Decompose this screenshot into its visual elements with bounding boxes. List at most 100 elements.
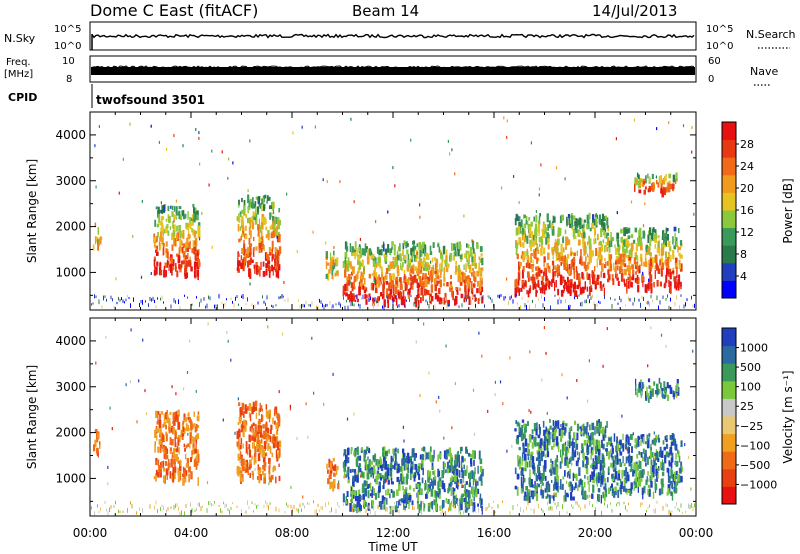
ground-noise-cell <box>527 299 529 303</box>
echo-cell-4 <box>344 260 348 268</box>
echo-cell-6 <box>643 261 646 267</box>
echo-cell-4 <box>421 286 423 290</box>
echo-cell-4 <box>346 263 350 272</box>
echo-cell-5 <box>518 222 521 228</box>
echo-cell-1 <box>162 230 164 237</box>
scatter-echo <box>665 344 667 348</box>
echo-cell-4 <box>356 505 358 514</box>
echo-cell-6 <box>671 483 673 489</box>
echo-cell-5 <box>525 280 527 288</box>
echo-cell-2 <box>242 428 245 438</box>
echo-cell-5 <box>573 271 576 279</box>
ground-noise-cell <box>505 296 506 299</box>
ground-noise-cell <box>173 298 175 303</box>
echo-cell-6 <box>675 453 677 460</box>
ground-noise-cell <box>554 294 556 297</box>
echo-cell-5 <box>557 239 559 246</box>
echo-cell-4 <box>425 266 429 272</box>
echo-cell-5 <box>549 269 551 274</box>
ground-noise-cell <box>604 295 605 299</box>
echo-cell-4 <box>400 475 404 481</box>
colorbar-segment <box>722 398 736 417</box>
echo-cell-4 <box>425 482 427 490</box>
echo-cell-4 <box>416 267 419 275</box>
echo-cell-4 <box>386 450 389 457</box>
echo-cell-6 <box>619 462 623 467</box>
echo-cell-5 <box>603 478 606 483</box>
echo-cell-2 <box>250 202 254 209</box>
echo-cell-4 <box>474 276 477 283</box>
echo-cell-5 <box>545 436 548 441</box>
echo-cell-5 <box>572 215 576 220</box>
ground-noise-cell <box>251 501 253 504</box>
ground-noise-cell <box>527 500 529 506</box>
echo-cell-5 <box>521 280 525 285</box>
echo-cell-1 <box>188 466 191 473</box>
echo-cell-5 <box>572 263 575 270</box>
echo-cell-5 <box>538 231 540 236</box>
echo-cell-4 <box>473 252 476 259</box>
echo-cell-1 <box>167 230 170 236</box>
echo-cell-7 <box>649 386 652 394</box>
echo-cell-5 <box>577 218 579 228</box>
echo-cell-6 <box>616 273 619 277</box>
echo-cell-4 <box>459 254 462 259</box>
echo-cell-1 <box>159 427 162 437</box>
echo-cell-5 <box>589 227 592 232</box>
echo-cell-2 <box>256 270 259 275</box>
scatter-echo <box>538 193 540 197</box>
echo-cell-4 <box>438 470 441 477</box>
echo-cell-2 <box>257 224 260 231</box>
scatter-echo <box>156 457 158 461</box>
echo-cell-5 <box>542 420 545 428</box>
echo-cell-5 <box>581 272 584 279</box>
freq-tick-bottom: 8 <box>66 74 72 85</box>
echo-cell-5 <box>533 470 536 476</box>
echo-cell-2 <box>269 205 272 210</box>
echo-cell-5 <box>565 459 568 466</box>
ground-noise-cell <box>308 503 310 505</box>
scatter-echo <box>286 192 288 196</box>
ground-noise-cell <box>119 298 121 302</box>
echo-cell-4 <box>403 489 406 495</box>
echo-cell-6 <box>673 440 676 445</box>
echo-cell-2 <box>258 418 261 425</box>
echo-cell-1 <box>154 266 157 270</box>
echo-cell-1 <box>185 444 188 449</box>
echo-cell-5 <box>576 284 580 290</box>
echo-cell-5 <box>564 495 567 502</box>
echo-cell-4 <box>454 298 457 306</box>
ground-noise-cell <box>232 300 233 304</box>
ground-noise-cell <box>418 507 419 510</box>
echo-cell-6 <box>679 467 682 474</box>
ground-noise-cell <box>166 509 167 513</box>
echo-cell-2 <box>274 261 277 269</box>
ground-noise-cell <box>395 295 397 299</box>
echo-cell-5 <box>534 237 537 243</box>
echo-cell-4 <box>396 489 399 496</box>
echo-cell-4 <box>411 277 415 285</box>
echo-cell-6 <box>675 241 678 247</box>
nsearch-label: N.Search <box>746 28 796 41</box>
echo-cell-4 <box>466 449 468 454</box>
echo-cell-4 <box>469 454 473 458</box>
ground-noise-cell <box>130 501 131 505</box>
scatter-echo <box>276 235 278 239</box>
echo-cell-5 <box>565 450 568 455</box>
echo-cell-2 <box>261 214 265 220</box>
echo-cell-1 <box>155 249 157 253</box>
echo-cell-5 <box>589 286 591 292</box>
scatter-echo <box>115 277 117 281</box>
ground-noise-cell <box>124 301 125 304</box>
colorbar-tick-label: 20 <box>740 182 754 195</box>
echo-cell-4 <box>434 278 437 285</box>
echo-cell-1 <box>187 233 191 240</box>
echo-cell-4 <box>435 495 438 503</box>
echo-cell-4 <box>413 454 416 461</box>
echo-cell-3 <box>333 262 336 269</box>
ground-noise-cell <box>284 510 286 514</box>
echo-cell-1 <box>184 417 188 423</box>
echo-cell-4 <box>442 483 446 490</box>
echo-cell-5 <box>594 228 596 238</box>
